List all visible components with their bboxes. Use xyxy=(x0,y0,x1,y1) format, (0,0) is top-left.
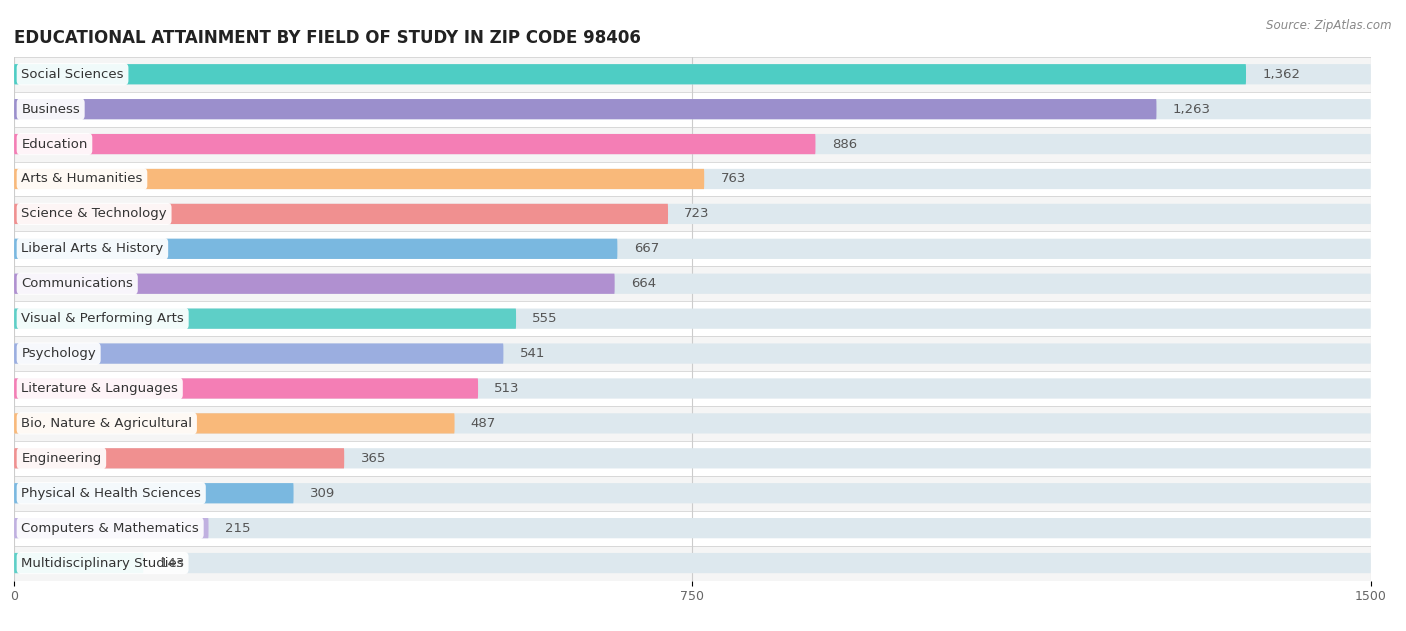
FancyBboxPatch shape xyxy=(14,169,1371,189)
Text: Literature & Languages: Literature & Languages xyxy=(21,382,179,395)
FancyBboxPatch shape xyxy=(14,343,503,363)
FancyBboxPatch shape xyxy=(14,476,1371,510)
Text: Liberal Arts & History: Liberal Arts & History xyxy=(21,242,163,256)
FancyBboxPatch shape xyxy=(14,510,1371,546)
Text: Physical & Health Sciences: Physical & Health Sciences xyxy=(21,487,201,500)
Text: 886: 886 xyxy=(832,138,856,151)
FancyBboxPatch shape xyxy=(14,274,614,294)
Text: EDUCATIONAL ATTAINMENT BY FIELD OF STUDY IN ZIP CODE 98406: EDUCATIONAL ATTAINMENT BY FIELD OF STUDY… xyxy=(14,29,641,47)
FancyBboxPatch shape xyxy=(14,204,668,224)
FancyBboxPatch shape xyxy=(14,336,1371,371)
FancyBboxPatch shape xyxy=(14,379,478,399)
FancyBboxPatch shape xyxy=(14,134,815,154)
Text: 309: 309 xyxy=(309,487,335,500)
FancyBboxPatch shape xyxy=(14,196,1371,232)
Text: Education: Education xyxy=(21,138,87,151)
FancyBboxPatch shape xyxy=(14,518,1371,538)
FancyBboxPatch shape xyxy=(14,169,704,189)
FancyBboxPatch shape xyxy=(14,301,1371,336)
Text: Visual & Performing Arts: Visual & Performing Arts xyxy=(21,312,184,325)
Text: Psychology: Psychology xyxy=(21,347,96,360)
Text: 555: 555 xyxy=(533,312,558,325)
FancyBboxPatch shape xyxy=(14,441,1371,476)
FancyBboxPatch shape xyxy=(14,309,1371,329)
Text: Bio, Nature & Agricultural: Bio, Nature & Agricultural xyxy=(21,417,193,430)
FancyBboxPatch shape xyxy=(14,553,143,573)
Text: 763: 763 xyxy=(720,172,745,186)
FancyBboxPatch shape xyxy=(14,239,1371,259)
Text: 723: 723 xyxy=(685,208,710,220)
FancyBboxPatch shape xyxy=(14,379,1371,399)
FancyBboxPatch shape xyxy=(14,371,1371,406)
FancyBboxPatch shape xyxy=(14,99,1371,119)
Text: 215: 215 xyxy=(225,522,250,534)
FancyBboxPatch shape xyxy=(14,483,294,504)
Text: Computers & Mathematics: Computers & Mathematics xyxy=(21,522,200,534)
Text: 143: 143 xyxy=(160,557,186,570)
Text: Communications: Communications xyxy=(21,277,134,290)
FancyBboxPatch shape xyxy=(14,99,1157,119)
Text: 1,263: 1,263 xyxy=(1173,103,1211,115)
FancyBboxPatch shape xyxy=(14,413,454,433)
FancyBboxPatch shape xyxy=(14,483,1371,504)
Text: 365: 365 xyxy=(360,452,385,465)
FancyBboxPatch shape xyxy=(14,127,1371,162)
FancyBboxPatch shape xyxy=(14,239,617,259)
FancyBboxPatch shape xyxy=(14,64,1371,85)
Text: 513: 513 xyxy=(495,382,520,395)
Text: Multidisciplinary Studies: Multidisciplinary Studies xyxy=(21,557,184,570)
FancyBboxPatch shape xyxy=(14,134,1371,154)
FancyBboxPatch shape xyxy=(14,309,516,329)
Text: 667: 667 xyxy=(634,242,659,256)
Text: 541: 541 xyxy=(520,347,546,360)
FancyBboxPatch shape xyxy=(14,553,1371,573)
FancyBboxPatch shape xyxy=(14,448,344,468)
FancyBboxPatch shape xyxy=(14,232,1371,266)
FancyBboxPatch shape xyxy=(14,266,1371,301)
FancyBboxPatch shape xyxy=(14,546,1371,581)
FancyBboxPatch shape xyxy=(14,413,1371,433)
FancyBboxPatch shape xyxy=(14,204,1371,224)
FancyBboxPatch shape xyxy=(14,448,1371,468)
FancyBboxPatch shape xyxy=(14,91,1371,127)
Text: 487: 487 xyxy=(471,417,496,430)
FancyBboxPatch shape xyxy=(14,64,1246,85)
Text: Business: Business xyxy=(21,103,80,115)
FancyBboxPatch shape xyxy=(14,518,208,538)
Text: Social Sciences: Social Sciences xyxy=(21,68,124,81)
FancyBboxPatch shape xyxy=(14,406,1371,441)
FancyBboxPatch shape xyxy=(14,274,1371,294)
Text: Source: ZipAtlas.com: Source: ZipAtlas.com xyxy=(1267,19,1392,32)
FancyBboxPatch shape xyxy=(14,57,1371,91)
FancyBboxPatch shape xyxy=(14,343,1371,363)
Text: Science & Technology: Science & Technology xyxy=(21,208,167,220)
FancyBboxPatch shape xyxy=(14,162,1371,196)
Text: Arts & Humanities: Arts & Humanities xyxy=(21,172,142,186)
Text: 664: 664 xyxy=(631,277,657,290)
Text: 1,362: 1,362 xyxy=(1263,68,1301,81)
Text: Engineering: Engineering xyxy=(21,452,101,465)
